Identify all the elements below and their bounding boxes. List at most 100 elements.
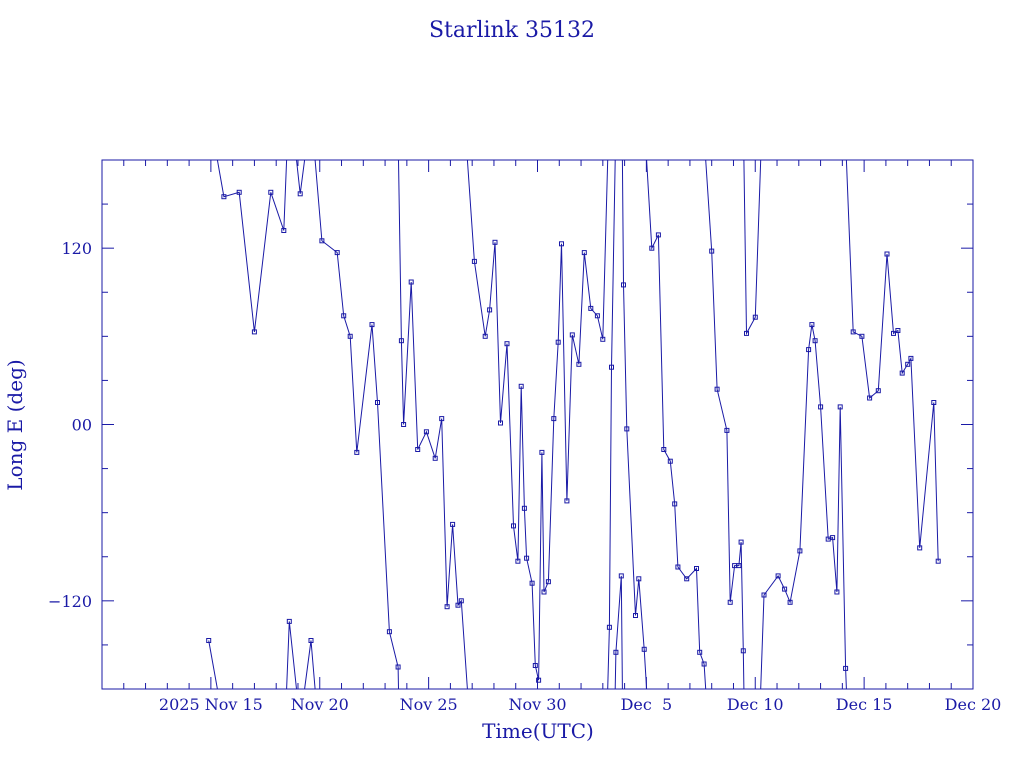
data-point bbox=[297, 191, 303, 197]
data-point bbox=[782, 586, 788, 592]
data-point bbox=[818, 404, 824, 410]
data-point bbox=[521, 505, 527, 511]
data-point bbox=[251, 329, 257, 335]
data-point bbox=[487, 307, 493, 313]
data-point bbox=[455, 602, 461, 608]
data-point bbox=[545, 579, 551, 585]
y-axis-label: Long E (deg) bbox=[3, 359, 27, 490]
data-point bbox=[450, 521, 456, 527]
data-point bbox=[618, 573, 624, 579]
y-axis-ticks: −120 00 120 bbox=[48, 203, 973, 646]
data-point bbox=[529, 580, 535, 586]
data-point bbox=[281, 228, 287, 233]
data-point bbox=[398, 338, 404, 344]
data-point bbox=[806, 347, 812, 353]
data-point bbox=[606, 624, 612, 630]
plot-frame bbox=[101, 159, 974, 690]
data-point bbox=[697, 649, 703, 655]
data-point bbox=[536, 677, 542, 683]
data-point bbox=[701, 661, 707, 667]
data-point bbox=[375, 400, 380, 405]
data-point bbox=[809, 322, 815, 328]
data-point bbox=[458, 598, 464, 604]
data-point bbox=[609, 364, 614, 370]
data-point bbox=[347, 333, 353, 339]
data-point bbox=[694, 566, 699, 571]
data-point bbox=[834, 589, 840, 595]
data-point bbox=[268, 189, 274, 195]
data-point bbox=[740, 648, 746, 654]
x-tick-label: Nov 20 bbox=[291, 695, 349, 714]
data-point bbox=[884, 251, 890, 257]
data-point bbox=[395, 664, 401, 670]
data-point bbox=[423, 429, 429, 435]
data-point bbox=[891, 330, 896, 336]
data-point bbox=[895, 328, 901, 333]
data-point bbox=[286, 618, 292, 624]
data-point bbox=[559, 241, 564, 247]
x-tick-label: Dec 10 bbox=[727, 695, 784, 714]
x-tick-label: Dec 5 bbox=[621, 695, 673, 714]
data-point bbox=[684, 576, 690, 582]
data-point bbox=[633, 613, 638, 618]
data-point bbox=[859, 333, 865, 339]
data-point bbox=[738, 539, 744, 545]
data-point bbox=[850, 329, 856, 335]
data-point bbox=[515, 558, 521, 564]
data-point bbox=[661, 447, 667, 452]
data-point bbox=[354, 449, 360, 455]
data-point bbox=[761, 592, 767, 598]
data-point bbox=[830, 535, 836, 541]
data-point bbox=[518, 383, 524, 389]
data-point bbox=[935, 558, 941, 564]
data-point bbox=[655, 232, 661, 238]
data-point bbox=[236, 189, 242, 195]
data-point bbox=[812, 338, 818, 344]
data-point bbox=[621, 282, 626, 288]
data-point bbox=[319, 238, 325, 244]
data-point bbox=[408, 279, 414, 285]
series-line bbox=[208, 160, 939, 689]
data-point bbox=[511, 523, 516, 529]
data-point bbox=[600, 336, 606, 342]
data-point bbox=[551, 416, 557, 422]
data-point bbox=[334, 250, 340, 256]
data-point bbox=[905, 361, 911, 367]
data-point bbox=[588, 305, 594, 311]
data-point bbox=[524, 555, 530, 561]
data-point bbox=[498, 420, 503, 426]
data-point bbox=[675, 564, 681, 570]
data-point bbox=[564, 498, 570, 504]
data-point bbox=[797, 548, 803, 554]
x-tick-label: 2025 Nov 15 bbox=[159, 695, 263, 714]
data-point bbox=[624, 426, 630, 432]
data-point bbox=[569, 332, 575, 338]
data-point bbox=[736, 563, 742, 569]
data-point bbox=[843, 665, 849, 671]
data-point bbox=[439, 416, 445, 422]
y-tick-label: 120 bbox=[61, 239, 92, 258]
data-point bbox=[581, 250, 587, 256]
data-point bbox=[401, 422, 407, 427]
data-point bbox=[221, 194, 227, 200]
data-point bbox=[775, 573, 781, 579]
data-point bbox=[539, 449, 545, 455]
data-point bbox=[492, 239, 498, 245]
data-point bbox=[482, 333, 488, 339]
data-point bbox=[727, 599, 733, 605]
data-point bbox=[308, 638, 314, 643]
data-point bbox=[867, 395, 873, 401]
data-point bbox=[641, 646, 647, 652]
data-point bbox=[471, 258, 477, 264]
data-point bbox=[594, 313, 600, 319]
data-point bbox=[917, 545, 923, 551]
x-tick-label: Nov 30 bbox=[508, 695, 566, 714]
data-point bbox=[613, 649, 619, 655]
data-point bbox=[576, 361, 582, 367]
chart-title: Starlink 35132 bbox=[429, 18, 595, 43]
data-point bbox=[532, 663, 538, 668]
data-point bbox=[415, 447, 421, 452]
data-point bbox=[875, 388, 881, 394]
data-point bbox=[206, 638, 212, 643]
